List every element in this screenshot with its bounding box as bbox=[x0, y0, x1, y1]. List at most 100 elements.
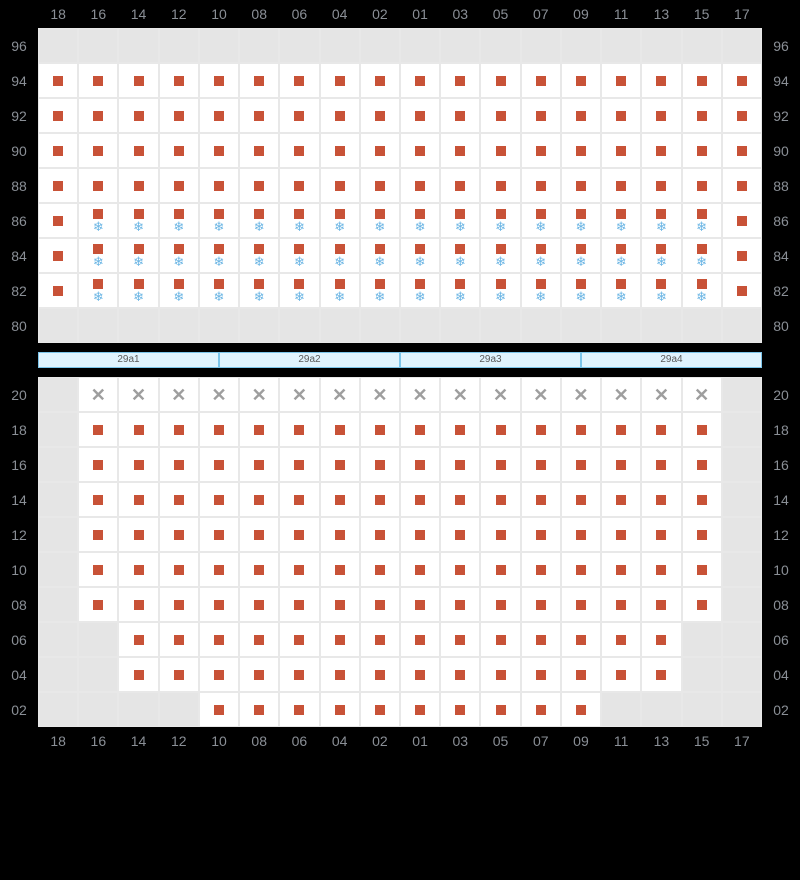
seat-cell[interactable]: ❄ bbox=[159, 203, 199, 238]
seat-cell[interactable] bbox=[561, 552, 601, 587]
seat-cell[interactable] bbox=[521, 133, 561, 168]
seat-cell[interactable] bbox=[159, 657, 199, 692]
seat-cell[interactable] bbox=[601, 168, 641, 203]
seat-cell[interactable]: ❄ bbox=[360, 273, 400, 308]
seat-cell[interactable] bbox=[118, 412, 158, 447]
seat-cell[interactable] bbox=[480, 63, 520, 98]
seat-cell[interactable] bbox=[38, 203, 78, 238]
seat-cell[interactable] bbox=[360, 622, 400, 657]
seat-cell[interactable] bbox=[641, 168, 681, 203]
seat-cell[interactable]: ❄ bbox=[601, 238, 641, 273]
seat-cell[interactable] bbox=[118, 587, 158, 622]
seat-cell[interactable]: ❄ bbox=[601, 203, 641, 238]
seat-cell[interactable]: ❄ bbox=[199, 203, 239, 238]
seat-cell[interactable] bbox=[480, 587, 520, 622]
seat-cell[interactable] bbox=[38, 238, 78, 273]
seat-cell[interactable] bbox=[279, 657, 319, 692]
seat-cell[interactable]: ❄ bbox=[320, 203, 360, 238]
seat-cell[interactable]: ❄ bbox=[521, 273, 561, 308]
seat-cell[interactable]: ❄ bbox=[480, 203, 520, 238]
seat-cell[interactable]: ✕ bbox=[279, 377, 319, 412]
seat-cell[interactable]: ❄ bbox=[118, 238, 158, 273]
seat-cell[interactable] bbox=[360, 517, 400, 552]
seat-cell[interactable] bbox=[38, 63, 78, 98]
seat-cell[interactable]: ❄ bbox=[521, 238, 561, 273]
seat-cell[interactable] bbox=[682, 482, 722, 517]
seat-cell[interactable] bbox=[199, 168, 239, 203]
seat-cell[interactable] bbox=[320, 133, 360, 168]
seat-cell[interactable] bbox=[480, 412, 520, 447]
seat-cell[interactable]: ✕ bbox=[641, 377, 681, 412]
seat-cell[interactable] bbox=[521, 587, 561, 622]
seat-cell[interactable] bbox=[320, 447, 360, 482]
zone-label[interactable]: 29a4 bbox=[581, 352, 762, 368]
seat-cell[interactable] bbox=[239, 63, 279, 98]
seat-cell[interactable]: ❄ bbox=[78, 238, 118, 273]
seat-cell[interactable] bbox=[722, 63, 762, 98]
seat-cell[interactable]: ❄ bbox=[400, 203, 440, 238]
seat-cell[interactable] bbox=[118, 98, 158, 133]
seat-cell[interactable]: ✕ bbox=[400, 377, 440, 412]
seat-cell[interactable] bbox=[199, 98, 239, 133]
seat-cell[interactable] bbox=[159, 517, 199, 552]
seat-cell[interactable] bbox=[78, 587, 118, 622]
seat-cell[interactable]: ❄ bbox=[440, 203, 480, 238]
seat-cell[interactable] bbox=[641, 517, 681, 552]
seat-cell[interactable]: ❄ bbox=[118, 273, 158, 308]
seat-cell[interactable] bbox=[480, 133, 520, 168]
seat-cell[interactable] bbox=[400, 447, 440, 482]
seat-cell[interactable] bbox=[400, 657, 440, 692]
seat-cell[interactable] bbox=[561, 168, 601, 203]
seat-cell[interactable] bbox=[118, 133, 158, 168]
seat-cell[interactable] bbox=[722, 238, 762, 273]
seat-cell[interactable] bbox=[279, 133, 319, 168]
seat-cell[interactable] bbox=[722, 273, 762, 308]
seat-cell[interactable] bbox=[78, 63, 118, 98]
seat-cell[interactable] bbox=[360, 482, 400, 517]
seat-cell[interactable]: ❄ bbox=[279, 273, 319, 308]
seat-cell[interactable] bbox=[561, 517, 601, 552]
seat-cell[interactable] bbox=[320, 63, 360, 98]
seat-cell[interactable]: ❄ bbox=[400, 273, 440, 308]
seat-cell[interactable] bbox=[239, 587, 279, 622]
seat-cell[interactable] bbox=[641, 552, 681, 587]
seat-cell[interactable] bbox=[682, 63, 722, 98]
seat-cell[interactable] bbox=[440, 447, 480, 482]
seat-cell[interactable]: ❄ bbox=[199, 238, 239, 273]
seat-cell[interactable]: ❄ bbox=[320, 238, 360, 273]
seat-cell[interactable] bbox=[78, 412, 118, 447]
seat-cell[interactable] bbox=[360, 168, 400, 203]
seat-cell[interactable]: ✕ bbox=[682, 377, 722, 412]
seat-cell[interactable] bbox=[641, 412, 681, 447]
seat-cell[interactable]: ❄ bbox=[239, 238, 279, 273]
seat-cell[interactable] bbox=[440, 412, 480, 447]
seat-cell[interactable] bbox=[279, 168, 319, 203]
seat-cell[interactable] bbox=[440, 622, 480, 657]
seat-cell[interactable] bbox=[320, 517, 360, 552]
seat-cell[interactable] bbox=[480, 692, 520, 727]
seat-cell[interactable] bbox=[400, 98, 440, 133]
seat-cell[interactable]: ✕ bbox=[199, 377, 239, 412]
seat-cell[interactable] bbox=[239, 692, 279, 727]
seat-cell[interactable] bbox=[118, 622, 158, 657]
seat-cell[interactable] bbox=[400, 482, 440, 517]
seat-cell[interactable] bbox=[682, 133, 722, 168]
seat-cell[interactable] bbox=[199, 412, 239, 447]
seat-cell[interactable] bbox=[682, 412, 722, 447]
seat-cell[interactable]: ❄ bbox=[239, 203, 279, 238]
seat-cell[interactable]: ✕ bbox=[239, 377, 279, 412]
seat-cell[interactable] bbox=[641, 63, 681, 98]
seat-cell[interactable]: ❄ bbox=[199, 273, 239, 308]
seat-cell[interactable] bbox=[239, 552, 279, 587]
seat-cell[interactable] bbox=[561, 133, 601, 168]
seat-cell[interactable] bbox=[239, 98, 279, 133]
seat-cell[interactable] bbox=[601, 587, 641, 622]
seat-cell[interactable] bbox=[601, 622, 641, 657]
seat-cell[interactable] bbox=[561, 482, 601, 517]
seat-cell[interactable] bbox=[78, 168, 118, 203]
seat-cell[interactable] bbox=[118, 168, 158, 203]
seat-cell[interactable] bbox=[159, 482, 199, 517]
seat-cell[interactable] bbox=[199, 552, 239, 587]
seat-cell[interactable]: ✕ bbox=[360, 377, 400, 412]
seat-cell[interactable]: ✕ bbox=[118, 377, 158, 412]
